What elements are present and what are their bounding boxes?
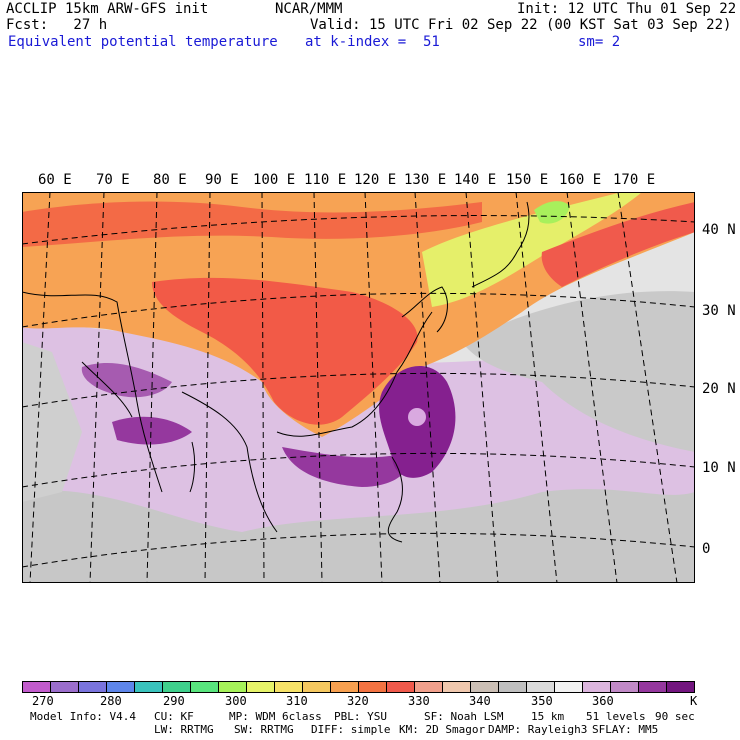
lon-label: 100 E: [253, 172, 296, 188]
colorbar-swatch: [51, 682, 79, 692]
green-patch: [534, 201, 570, 224]
colorbar-swatch: [359, 682, 387, 692]
longwave-scheme: LW: RRTMG: [154, 723, 214, 736]
colorbar: [22, 681, 695, 693]
colorbar-swatch: [275, 682, 303, 692]
lon-label: 140 E: [454, 172, 497, 188]
typhoon-eye: [408, 408, 426, 426]
lat-label: 10 N: [702, 460, 736, 476]
colorbar-swatch: [247, 682, 275, 692]
surface-layer-option: SFLAY: MM5: [592, 723, 659, 736]
lat-label: 40 N: [702, 222, 736, 238]
colorbar-swatch: [583, 682, 611, 692]
colorbar-tick: 360: [592, 694, 614, 708]
colorbar-swatch: [303, 682, 331, 692]
colorbar-swatch: [135, 682, 163, 692]
diffusion-option: DIFF: simple: [311, 723, 391, 736]
colorbar-tick: 330: [408, 694, 430, 708]
lon-label: 90 E: [205, 172, 239, 188]
colorbar-swatch: [471, 682, 499, 692]
graticule: [22, 192, 695, 583]
forecast-hour: Fcst: 27 h: [6, 17, 108, 33]
colorbar-tick: 290: [163, 694, 185, 708]
init-time: Init: 12 UTC Thu 01 Sep 22: [517, 1, 737, 17]
gray-south: [22, 489, 695, 583]
pacific-red-band: [541, 202, 695, 287]
colorbar-tick: 320: [347, 694, 369, 708]
damping-option: DAMP: Rayleigh3: [488, 723, 588, 736]
colorbar-swatch: [639, 682, 667, 692]
lat-label: 30 N: [702, 303, 736, 319]
lon-label: 150 E: [506, 172, 549, 188]
lon-label: 70 E: [96, 172, 130, 188]
colorbar-swatch: [611, 682, 639, 692]
colorbar-swatch: [23, 682, 51, 692]
colorbar-swatch: [443, 682, 471, 692]
surface-scheme: SF: Noah LSM: [424, 710, 504, 723]
model-info: Model Info: V4.4: [30, 710, 136, 723]
lon-label: 130 E: [404, 172, 447, 188]
yellow-band: [422, 192, 642, 307]
colorbar-swatch: [163, 682, 191, 692]
time-step: 90 sec: [655, 710, 695, 723]
lon-label: 60 E: [38, 172, 72, 188]
vertical-levels: 51 levels: [586, 710, 646, 723]
lat-label: 20 N: [702, 381, 736, 397]
colorbar-swatch: [191, 682, 219, 692]
map-frame: [22, 192, 695, 583]
lon-label: 170 E: [613, 172, 656, 188]
scs-purple: [282, 447, 407, 487]
cumulus-scheme: CU: KF: [154, 710, 194, 723]
colorbar-swatch: [331, 682, 359, 692]
lat-label: 0: [702, 541, 711, 557]
lon-label: 80 E: [153, 172, 187, 188]
km-option: KM: 2D Smagor: [399, 723, 486, 736]
level-label: at k-index = 51: [305, 34, 440, 50]
gray-pacific: [462, 291, 695, 452]
warm-red-region: [152, 277, 418, 425]
colorbar-swatch: [499, 682, 527, 692]
colorbar-swatch: [527, 682, 555, 692]
colorbar-tick: 280: [100, 694, 122, 708]
pbl-scheme: PBL: YSU: [334, 710, 387, 723]
org-label: NCAR/MMM: [275, 1, 343, 17]
colorbar-tick: 350: [531, 694, 553, 708]
colorbar-swatch: [387, 682, 415, 692]
shortwave-scheme: SW: RRTMG: [234, 723, 294, 736]
colorbar-swatch: [555, 682, 583, 692]
colorbar-tick: 310: [286, 694, 308, 708]
colorbar-swatch: [79, 682, 107, 692]
grid-spacing: 15 km: [531, 710, 565, 723]
indian-gray: [22, 342, 82, 502]
lon-label: 110 E: [304, 172, 347, 188]
valid-time: Valid: 15 UTC Fri 02 Sep 22 (00 KST Sat …: [310, 17, 732, 33]
colorbar-unit: K: [690, 694, 698, 708]
map-panel: [22, 192, 695, 583]
india-purple: [81, 362, 172, 398]
colorbar-swatch: [219, 682, 247, 692]
microphysics-scheme: MP: WDM 6class: [229, 710, 322, 723]
coastlines: [22, 201, 530, 543]
lon-label: 160 E: [559, 172, 602, 188]
field-name: Equivalent potential temperature: [8, 34, 278, 50]
model-title: ACCLIP 15km ARW-GFS init: [6, 1, 209, 17]
smoothing-label: sm= 2: [578, 34, 621, 50]
colorbar-tick: 300: [225, 694, 247, 708]
colorbar-tick: 340: [469, 694, 491, 708]
colorbar-swatch: [667, 682, 694, 692]
colorbar-swatch: [107, 682, 135, 692]
colorbar-swatch: [415, 682, 443, 692]
lon-label: 120 E: [354, 172, 397, 188]
bay-purple: [112, 416, 192, 445]
colorbar-tick: 270: [32, 694, 54, 708]
